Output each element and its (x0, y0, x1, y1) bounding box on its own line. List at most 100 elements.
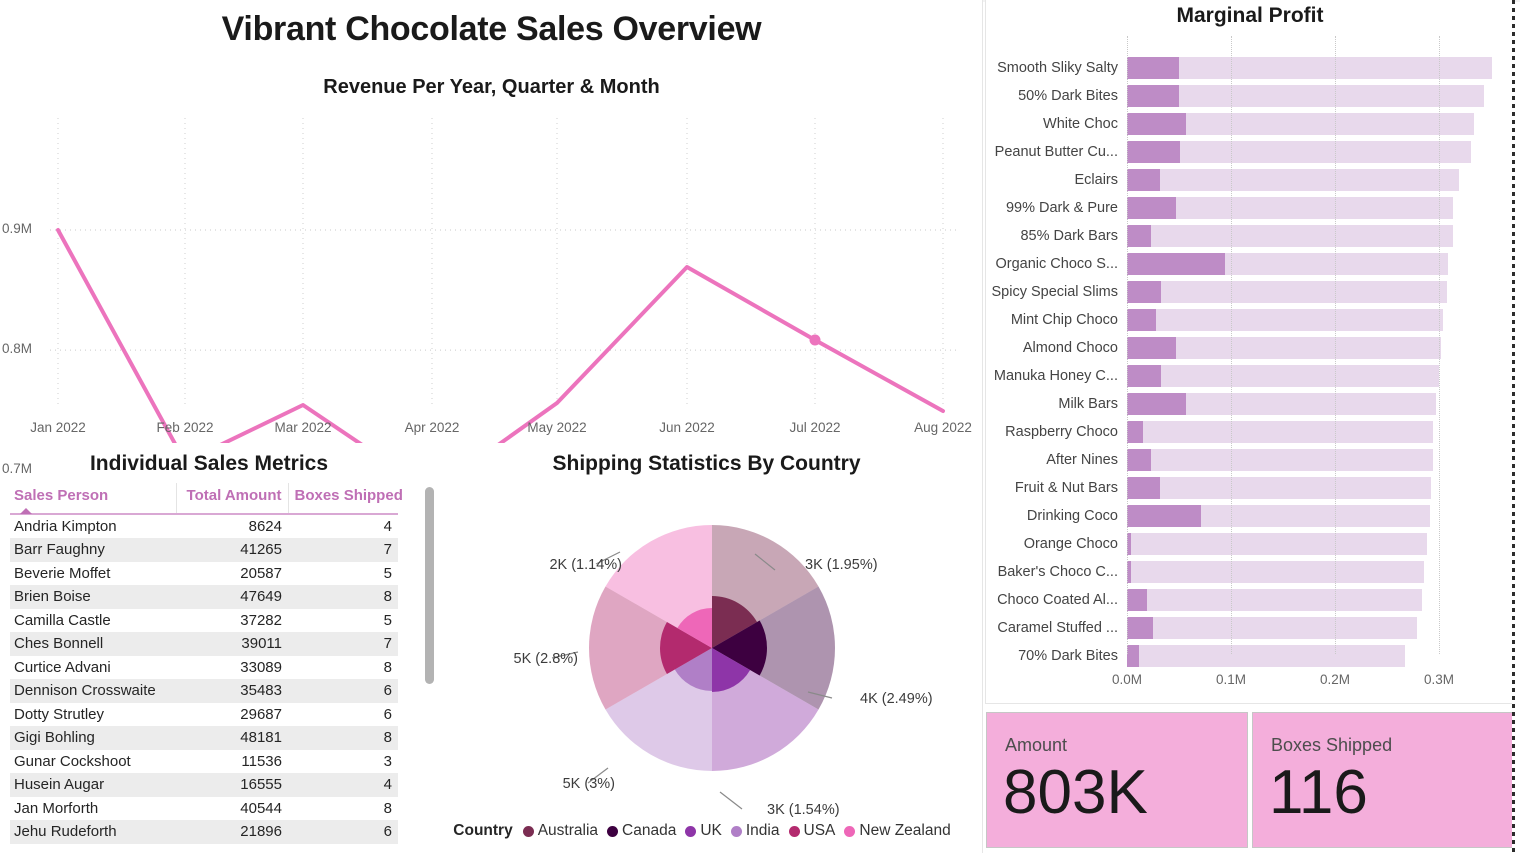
cell-boxes-shipped: 8 (383, 799, 392, 817)
table-row[interactable]: Ches Bonnell 39011 7 (10, 632, 398, 656)
table-row[interactable]: Jehu Rudeforth 21896 6 (10, 820, 398, 844)
profit-bar-total (1127, 281, 1448, 303)
profit-bar-row[interactable]: 70% Dark Bites (986, 642, 1514, 670)
cell-total-amount: 41265 (176, 538, 288, 562)
legend-color-swatch (788, 825, 800, 837)
profit-bar-row[interactable]: Manuka Honey C... (986, 362, 1514, 390)
profit-bar-value (1127, 421, 1143, 443)
kpi-card-boxes-shipped[interactable]: Boxes Shipped 116 (1252, 712, 1514, 848)
profit-bar-value (1127, 589, 1147, 611)
profit-bar-row[interactable]: Baker's Choco C... (986, 558, 1514, 586)
legend-label: Canada (622, 822, 677, 839)
cell-boxes-shipped: 8 (383, 658, 392, 676)
profit-bar-total (1127, 169, 1459, 191)
profit-bar-row[interactable]: Spicy Special Slims (986, 278, 1514, 306)
cell-boxes-shipped: 8 (288, 726, 398, 750)
revenue-line-svg (50, 118, 960, 443)
profit-bar-total (1127, 477, 1432, 499)
revenue-line-chart[interactable]: 0.7M 0.8M 0.9M Jan 2022 Feb 2022 Mar 2022 Apr … (0, 108, 983, 476)
profit-bar-row[interactable]: Raspberry Choco (986, 418, 1514, 446)
table-row[interactable]: Dennison Crosswaite 35483 6 (10, 679, 398, 703)
profit-gridline (1439, 36, 1440, 654)
line-x-tick-label: Aug 2022 (914, 420, 972, 435)
cell-boxes-shipped: 7 (288, 632, 398, 656)
sales-table-scrollbar[interactable] (425, 487, 434, 684)
legend-item-new-zealand[interactable]: New Zealand (844, 822, 951, 840)
profit-bar-total (1127, 645, 1405, 667)
pie-legend: Country Australia Canada UK India USA New Zea… (430, 818, 983, 844)
legend-item-usa[interactable]: USA (788, 822, 835, 840)
kpi-boxes-value: 116 (1269, 758, 1368, 827)
profit-bar-row[interactable]: Peanut Butter Cu... (986, 138, 1514, 166)
legend-item-canada[interactable]: Canada (607, 822, 676, 840)
pie-slice-label: 5K (2.8%) (514, 651, 578, 667)
shipping-pie-chart[interactable]: 3K (1.95%) 4K (2.49%) 3K (1.54%) 5K (3%) 5K … (430, 480, 983, 820)
profit-bar-row[interactable]: Orange Choco (986, 530, 1514, 558)
cell-sales-person: Brien Boise (10, 585, 176, 609)
table-row[interactable]: Gunar Cockshoot 11536 3 (10, 750, 398, 774)
profit-bar-label: After Nines (1046, 452, 1118, 468)
profit-bar-total (1127, 225, 1453, 247)
cell-sales-person: Jehu Rudeforth (10, 820, 176, 844)
table-row[interactable]: Curtice Advani 33089 8 (10, 656, 398, 680)
profit-bar-label: Organic Choco S... (995, 256, 1119, 272)
legend-item-uk[interactable]: UK (685, 822, 722, 840)
column-header-boxes-shipped[interactable]: Boxes Shipped (287, 483, 403, 515)
profit-bar-total (1127, 309, 1444, 331)
marginal-profit-panel[interactable]: Marginal Profit Smooth Sliky Salty 50% Da… (985, 0, 1513, 704)
profit-bar-row[interactable]: Caramel Stuffed ... (986, 614, 1514, 642)
profit-bar-row[interactable]: 50% Dark Bites (986, 82, 1514, 110)
legend-color-swatch (730, 825, 742, 837)
table-row[interactable]: Beverie Moffet 20587 5 (10, 562, 398, 586)
cell-boxes-shipped: 7 (288, 538, 398, 562)
cell-boxes-shipped: 5 (383, 611, 392, 629)
cell-total-amount: 11536 (241, 752, 282, 770)
profit-bar-value (1127, 253, 1225, 275)
sort-ascending-icon[interactable] (20, 508, 32, 514)
column-header-sales-person[interactable]: Sales Person (10, 483, 176, 515)
table-row[interactable]: Brien Boise 47649 8 (10, 585, 398, 609)
legend-label: Australia (537, 822, 599, 839)
table-row[interactable]: Jan Morforth 40544 8 (10, 797, 398, 821)
table-row[interactable]: Andria Kimpton 8624 4 (10, 514, 398, 538)
legend-label: New Zealand (859, 822, 951, 839)
pie-slice-label: 4K (2.49%) (860, 691, 933, 707)
shipping-pie-svg: 3K (1.95%) 4K (2.49%) 3K (1.54%) 5K (3%) 5K … (514, 525, 933, 818)
profit-bar-row[interactable]: Organic Choco S... (986, 250, 1514, 278)
table-row[interactable]: Gigi Bohling 48181 8 (10, 726, 398, 750)
table-row[interactable]: Camilla Castle 37282 5 (10, 609, 398, 633)
sales-table[interactable]: Sales Person Total Amount Boxes Shipped … (10, 483, 403, 844)
cell-boxes-shipped: 5 (383, 564, 392, 582)
kpi-boxes-label: Boxes Shipped (1271, 735, 1393, 755)
sales-table-region[interactable]: Sales Person Total Amount Boxes Shipped … (10, 483, 420, 853)
profit-bar-row[interactable]: Choco Coated Al... (986, 586, 1514, 614)
profit-bar-row[interactable]: Drinking Coco (986, 502, 1514, 530)
table-row[interactable]: Barr Faughny 41265 7 (10, 538, 398, 562)
profit-x-tick-label: 0.0M (1111, 672, 1142, 687)
profit-bar-row[interactable]: Mint Chip Choco (986, 306, 1514, 334)
column-header-total-amount[interactable]: Total Amount (175, 483, 288, 515)
profit-bar-row[interactable]: Eclairs (986, 166, 1514, 194)
profit-bar-row[interactable]: 85% Dark Bars (986, 222, 1514, 250)
profit-bar-row[interactable]: After Nines (986, 446, 1514, 474)
profit-bar-value (1127, 365, 1162, 387)
legend-color-swatch (685, 825, 697, 837)
cell-total-amount: 21896 (176, 820, 288, 844)
profit-bar-row[interactable]: Almond Choco (986, 334, 1514, 362)
kpi-card-amount[interactable]: Amount 803K (986, 712, 1248, 848)
profit-bar-value (1127, 225, 1151, 247)
profit-bar-row[interactable]: Fruit & Nut Bars (986, 474, 1514, 502)
table-row[interactable]: Dotty Strutley 29687 6 (10, 703, 398, 727)
marginal-profit-title: Marginal Profit (1176, 4, 1324, 27)
profit-bar-row[interactable]: Milk Bars (986, 390, 1514, 418)
profit-bar-row[interactable]: White Choc (986, 110, 1514, 138)
cell-boxes-shipped: 3 (383, 752, 392, 770)
table-row[interactable]: Husein Augar 16555 4 (10, 773, 398, 797)
legend-color-swatch (844, 825, 856, 837)
legend-item-australia[interactable]: Australia (522, 822, 599, 840)
legend-item-india[interactable]: India (730, 822, 780, 840)
profit-bar-row[interactable]: Smooth Sliky Salty (986, 54, 1514, 82)
profit-bar-row[interactable]: 99% Dark & Pure (986, 194, 1514, 222)
pie-slice-label: 2K (1.14%) (549, 557, 622, 573)
profit-bar-value (1127, 57, 1179, 79)
